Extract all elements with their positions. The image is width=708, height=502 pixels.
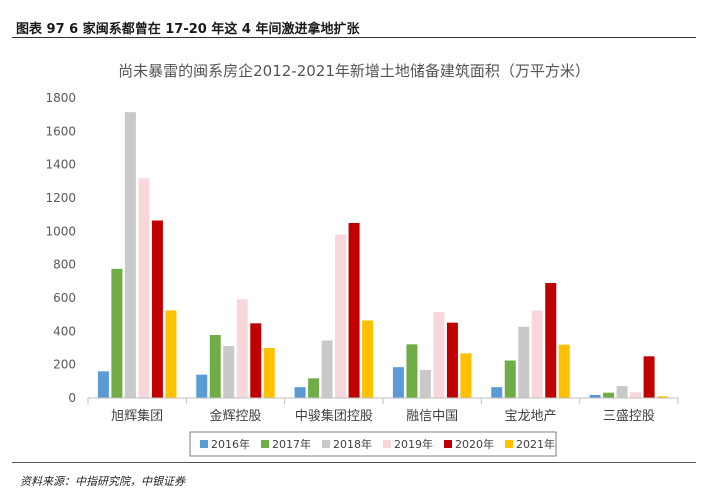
figure-footer: 资料来源：中指研究院，中银证券 [12,462,696,492]
bar [504,360,516,398]
legend-box [189,431,557,457]
bar [223,346,235,398]
y-tick-label: 1400 [45,158,76,172]
y-tick-label: 400 [53,324,76,338]
bar [250,323,262,398]
legend-swatch [322,440,330,448]
bar [616,386,628,398]
legend-swatch [505,440,513,448]
bar-chart: 尚未暴雷的闽系房企2012-2021年新增土地储备建筑面积（万平方米） 0 200… [45,62,679,457]
bar [138,178,150,398]
bar [518,326,530,398]
bar [589,395,601,398]
bar [657,396,669,398]
bar [294,387,306,398]
bar [151,220,163,398]
bar [531,310,543,398]
y-tick-label: 800 [53,258,76,272]
bar [196,374,208,398]
legend-swatch [261,440,269,448]
bar [335,234,347,398]
bar [111,268,123,398]
legend-label: 2018年 [333,437,372,451]
y-tick-label: 1800 [45,91,76,105]
legend-label: 2017年 [272,437,311,451]
x-category-label: 中骏集团控股 [295,408,373,424]
x-axis: 旭辉集团 金辉控股 中骏集团控股 融信中国 宝龙地产 三盛控股 [87,397,679,424]
x-category-label: 融信中国 [406,409,458,424]
bar [433,312,445,398]
legend-label: 2020年 [455,437,494,451]
legend-label: 2016年 [211,437,250,451]
bar [558,344,570,398]
bar [308,378,320,398]
x-category-label: 金辉控股 [209,408,261,424]
bar [97,371,109,398]
x-category-label: 三盛控股 [603,409,655,424]
legend: 2016年 2017年 2018年 2019年 2020年 2021年 [189,431,557,457]
legend-label: 2021年 [516,437,555,451]
legend-swatch [200,440,208,448]
bar [446,322,458,398]
legend-swatch [383,440,391,448]
y-tick-label: 600 [53,291,76,305]
bar [630,392,642,398]
x-category-label: 宝龙地产 [504,409,556,424]
y-tick-label: 1200 [45,191,76,205]
bar [643,356,655,398]
y-tick-label: 0 [68,391,76,405]
bar [460,353,472,398]
bar [236,299,248,398]
bar [348,223,360,398]
bar [209,335,221,398]
bar [491,387,503,398]
y-tick-label: 200 [53,358,76,372]
legend-swatch [444,440,452,448]
bar [545,283,557,398]
figure-title: 图表 97 6 家闽系都曾在 17-20 年这 4 年间激进拿地扩张 [16,22,360,37]
bar [321,340,333,398]
bar [406,344,418,398]
y-axis: 0 200 400 600 800 1000 1200 1400 1600 1800 [45,91,76,405]
bar [165,310,177,398]
bar [362,320,374,398]
chart-container: 尚未暴雷的闽系房企2012-2021年新增土地储备建筑面积（万平方米） 0 200… [12,50,696,464]
bar [603,392,615,398]
figure-header: 图表 97 6 家闽系都曾在 17-20 年这 4 年间激进拿地扩张 [12,14,696,38]
y-tick-label: 1600 [45,124,76,138]
bar [124,112,136,398]
bars-group [97,112,669,398]
bar [392,367,404,398]
bar [263,348,275,398]
y-tick-label: 1000 [45,224,76,238]
bar [419,370,431,398]
source-note: 资料来源：中指研究院，中银证券 [20,475,185,488]
legend-label: 2019年 [394,437,433,451]
chart-title: 尚未暴雷的闽系房企2012-2021年新增土地储备建筑面积（万平方米） [118,62,590,80]
x-category-label: 旭辉集团 [111,408,163,424]
